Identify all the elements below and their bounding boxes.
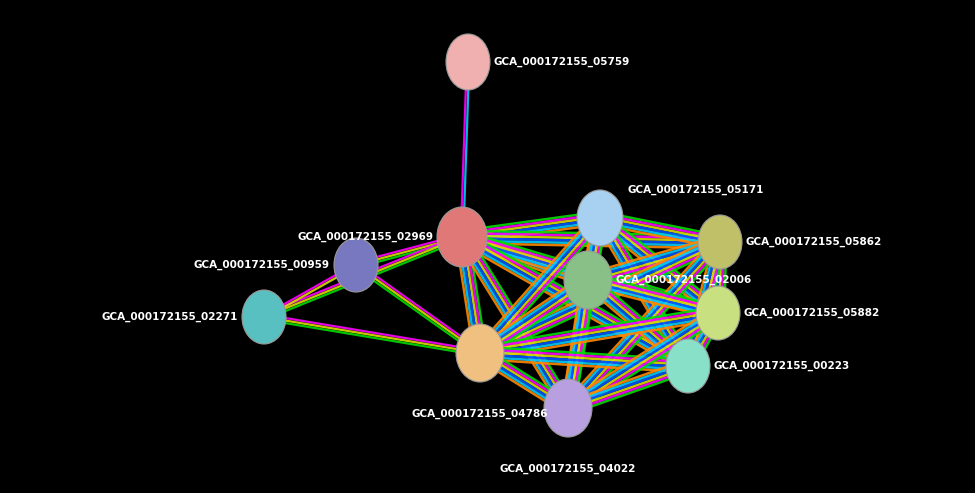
Text: GCA_000172155_05759: GCA_000172155_05759 [494,57,630,67]
Ellipse shape [446,34,490,90]
Text: GCA_000172155_05882: GCA_000172155_05882 [744,308,880,318]
Text: GCA_000172155_05171: GCA_000172155_05171 [627,185,763,195]
Ellipse shape [698,215,742,269]
Ellipse shape [544,379,592,437]
Text: GCA_000172155_04786: GCA_000172155_04786 [411,409,548,419]
Ellipse shape [564,251,612,309]
Text: GCA_000172155_05862: GCA_000172155_05862 [746,237,882,247]
Ellipse shape [334,238,378,292]
Ellipse shape [696,286,740,340]
Ellipse shape [577,190,623,246]
Text: GCA_000172155_00959: GCA_000172155_00959 [194,260,330,270]
Ellipse shape [242,290,286,344]
Text: GCA_000172155_02271: GCA_000172155_02271 [101,312,238,322]
Text: GCA_000172155_00223: GCA_000172155_00223 [714,361,850,371]
Text: GCA_000172155_02006: GCA_000172155_02006 [616,275,753,285]
Ellipse shape [437,207,487,267]
Ellipse shape [666,339,710,393]
Text: GCA_000172155_02969: GCA_000172155_02969 [297,232,433,242]
Ellipse shape [456,324,504,382]
Text: GCA_000172155_04022: GCA_000172155_04022 [500,464,636,474]
